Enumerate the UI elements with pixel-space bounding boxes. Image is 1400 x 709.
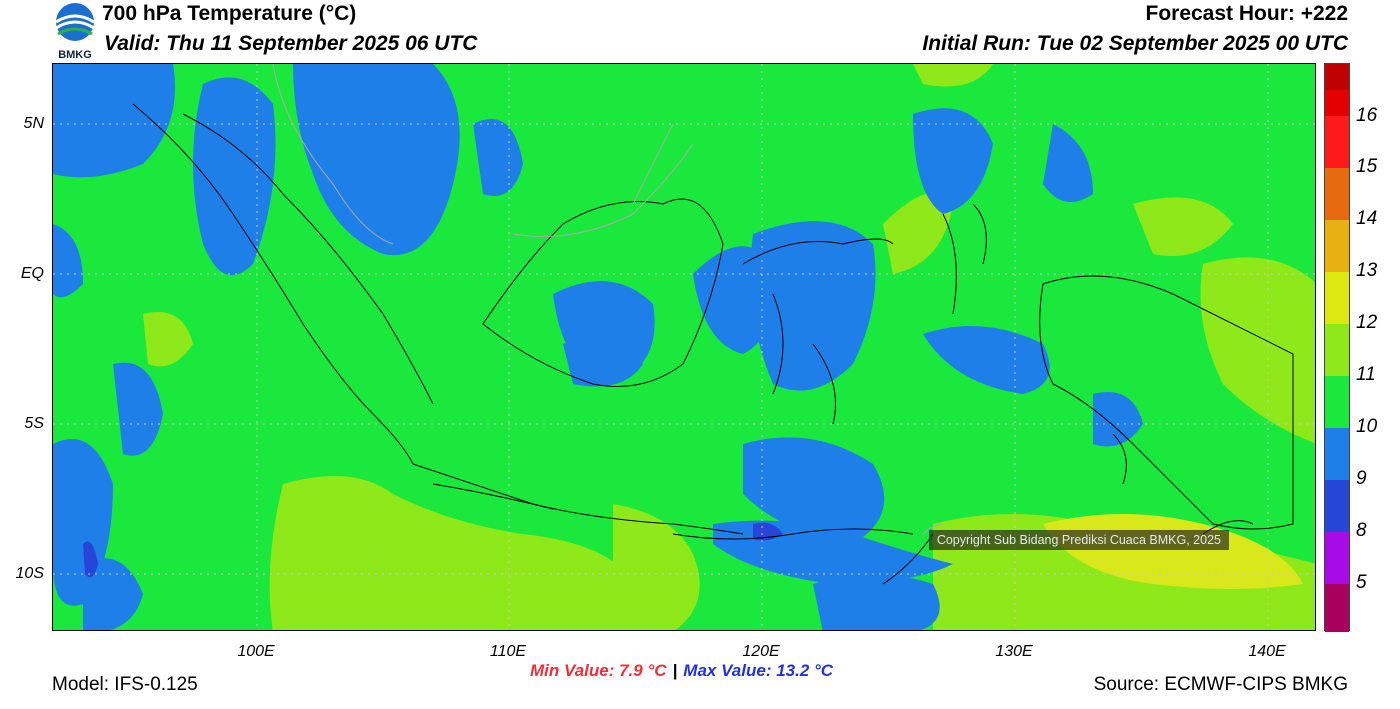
- initial-run: Initial Run: Tue 02 September 2025 00 UT…: [922, 32, 1348, 55]
- borders: [272, 64, 944, 535]
- colorbar-label-8: 8: [1356, 520, 1367, 541]
- lon-label-140e: 140E: [1248, 643, 1286, 660]
- colorbar-segment: [1325, 168, 1349, 220]
- coastlines: [132, 103, 1294, 585]
- cool-regions: [53, 64, 1143, 630]
- colorbar-segment: [1325, 116, 1349, 168]
- min-max-values: Min Value: 7.9 °C | Max Value: 13.2 °C: [530, 661, 833, 681]
- colorbar-segment: [1325, 324, 1349, 376]
- min-max-separator: |: [672, 661, 678, 680]
- min-value: Min Value: 7.9 °C: [530, 661, 667, 680]
- forecast-hour: Forecast Hour: +222: [1145, 2, 1349, 25]
- max-value: Max Value: 13.2 °C: [683, 661, 834, 680]
- colorbar-segment: [1325, 584, 1349, 632]
- lon-label-120e: 120E: [742, 643, 780, 660]
- lat-label-5n: 5N: [23, 115, 44, 132]
- colorbar-segment: [1325, 428, 1349, 480]
- temperature-map[interactable]: Copyright Sub Bidang Prediksi Cuaca BMKG…: [52, 63, 1316, 631]
- colorbar-label-11: 11: [1356, 364, 1376, 385]
- colorbar-segment: [1325, 90, 1349, 116]
- lat-label-eq: EQ: [20, 265, 44, 282]
- bmkg-logo: BMKG: [52, 2, 98, 61]
- model-label: Model: IFS-0.125: [52, 674, 198, 695]
- lon-label-100e: 100E: [237, 643, 275, 660]
- colorbar-label-14: 14: [1356, 208, 1378, 229]
- colorbar-label-16: 16: [1356, 105, 1378, 126]
- colorbar-label-15: 15: [1356, 156, 1378, 177]
- colorbar-segment: [1325, 64, 1349, 90]
- lat-label-5s: 5S: [24, 415, 44, 432]
- copyright-notice: Copyright Sub Bidang Prediksi Cuaca BMKG…: [928, 530, 1229, 550]
- graticule: [53, 64, 1315, 630]
- source-label: Source: ECMWF-CIPS BMKG: [1093, 674, 1348, 695]
- colorbar-segment: [1325, 272, 1349, 324]
- chart-title: 700 hPa Temperature (°C): [102, 2, 357, 25]
- lon-label-130e: 130E: [995, 643, 1033, 660]
- colorbar-segment: [1325, 480, 1349, 532]
- colorbar-label-12: 12: [1356, 312, 1378, 333]
- colorbar-label-9: 9: [1356, 468, 1367, 489]
- colorbar-label-5: 5: [1356, 572, 1367, 593]
- lon-label-110e: 110E: [489, 643, 527, 660]
- colorbar-label-10: 10: [1356, 416, 1378, 437]
- colorbar: [1324, 63, 1350, 632]
- colorbar-segment: [1325, 220, 1349, 272]
- logo-text: BMKG: [58, 49, 92, 60]
- colorbar-segment: [1325, 376, 1349, 428]
- colorbar-segment: [1325, 532, 1349, 584]
- lat-label-10s: 10S: [15, 565, 44, 582]
- valid-time: Valid: Thu 11 September 2025 06 UTC: [104, 32, 478, 55]
- colorbar-label-13: 13: [1356, 260, 1378, 281]
